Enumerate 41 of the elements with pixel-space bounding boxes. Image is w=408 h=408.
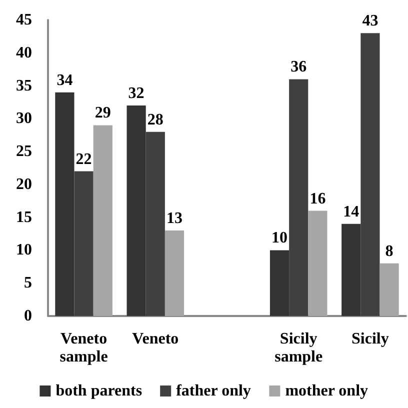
y-tick-label: 35 (16, 77, 32, 94)
data-label: 22 (76, 150, 92, 168)
data-label: 29 (94, 104, 111, 122)
y-tick-label: 0 (24, 308, 32, 324)
bar (126, 106, 146, 316)
y-tick-label: 30 (16, 110, 32, 128)
bar (74, 171, 94, 316)
y-tick-label: 5 (24, 274, 32, 292)
data-label: 32 (128, 85, 144, 102)
y-tick-label: 25 (16, 143, 32, 160)
data-label: 10 (272, 230, 288, 247)
bar (93, 125, 112, 316)
bar (342, 224, 361, 316)
bar (164, 230, 184, 316)
x-tick-label: Sicily sample (274, 330, 323, 366)
y-tick-label: 10 (16, 242, 32, 259)
bar (270, 250, 290, 316)
bar (380, 263, 399, 316)
x-tick-label: Veneto (132, 330, 179, 348)
data-label: 28 (147, 111, 164, 128)
data-label: 43 (362, 12, 378, 30)
bar (146, 132, 165, 316)
x-tick-label: Sicily (352, 330, 389, 348)
legend-label: both parents (56, 382, 142, 400)
legend-label: father only (176, 382, 251, 400)
bar (289, 79, 308, 316)
bar (308, 210, 328, 316)
data-label: 13 (166, 210, 182, 227)
x-tick-label: Veneto sample (60, 330, 108, 366)
data-label: 8 (385, 242, 394, 260)
data-label: 34 (56, 72, 73, 89)
legend-label: mother only (285, 382, 368, 400)
y-tick-label: 45 (16, 12, 32, 28)
data-label: 36 (290, 58, 307, 76)
bar (55, 92, 74, 316)
y-tick-label: 20 (16, 176, 32, 193)
data-label: 16 (310, 190, 326, 208)
data-label: 14 (343, 203, 360, 220)
y-tick-label: 15 (16, 208, 32, 226)
y-tick-label: 40 (16, 44, 32, 62)
bar (360, 33, 380, 316)
